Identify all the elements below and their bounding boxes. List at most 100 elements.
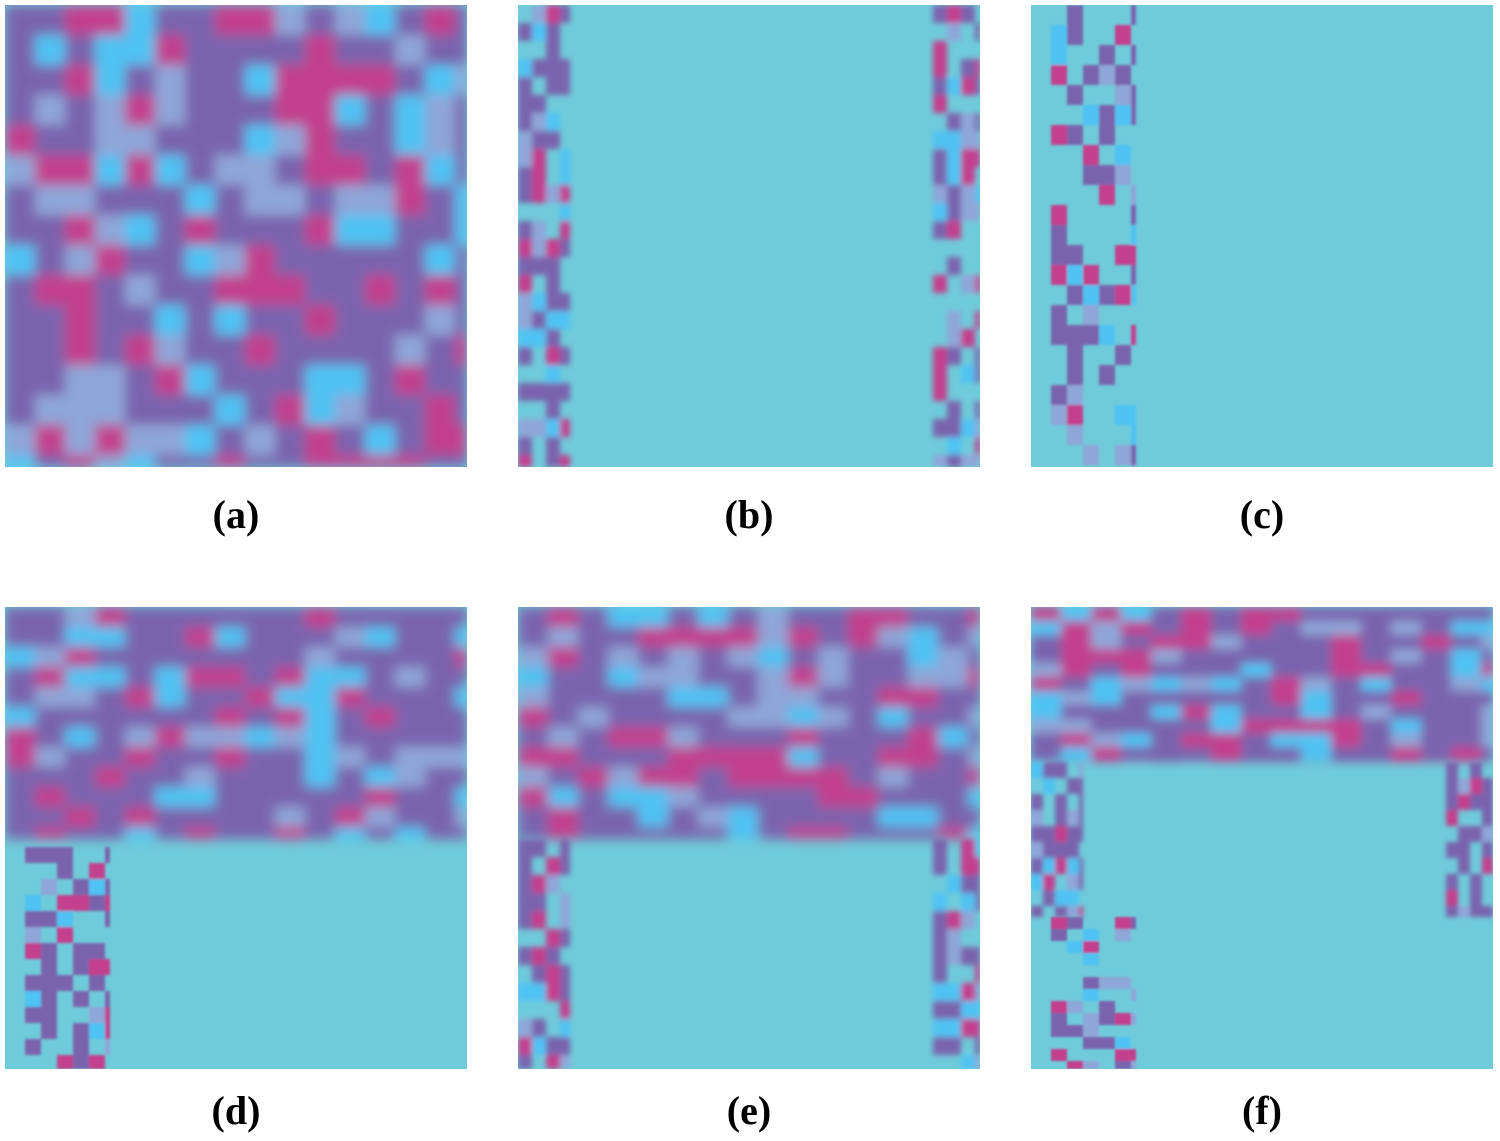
noise-cell: [335, 245, 365, 275]
noise-cell: [125, 627, 155, 647]
stripe-cell: [560, 1001, 570, 1019]
noise-cell: [395, 607, 425, 627]
stripe-cell: [1031, 762, 1043, 778]
noise-cell: [578, 707, 608, 727]
noise-cell: [878, 727, 908, 747]
noise-cell: [155, 707, 185, 727]
noise-cell: [185, 35, 215, 65]
noise-cell: [878, 807, 908, 827]
noise-cell: [395, 185, 425, 215]
noise-cell: [1301, 677, 1331, 691]
noise-cell: [95, 687, 125, 707]
noise-cell: [1091, 733, 1121, 747]
noise-cell: [245, 35, 275, 65]
stripe-cell: [1470, 906, 1482, 917]
noise-cell: [245, 155, 275, 185]
noise-cell: [5, 787, 35, 807]
noise-cell: [425, 305, 455, 335]
noise-cell: [1121, 719, 1151, 733]
noise-cell: [305, 395, 335, 425]
stripe-cell: [1482, 794, 1493, 810]
noise-cell: [1451, 733, 1481, 747]
noise-cell: [5, 95, 35, 125]
stripe-cell: [532, 1037, 546, 1055]
noise-cell: [1061, 705, 1091, 719]
stripe-cell: [975, 437, 980, 455]
stripe-cell: [975, 1055, 980, 1069]
stripe-cell: [933, 149, 947, 167]
stripe-cell: [961, 1055, 975, 1069]
noise-cell: [1241, 635, 1271, 649]
stripe-cell: [1099, 1037, 1115, 1049]
noise-cell: [5, 365, 35, 395]
stripe-cell: [1115, 445, 1131, 465]
stripe-cell: [1083, 1013, 1099, 1025]
noise-cell: [245, 455, 275, 467]
stripe-cell: [1067, 5, 1083, 25]
noise-cell: [1031, 747, 1061, 761]
stripe-cell: [41, 943, 57, 959]
stripe-cell: [947, 77, 961, 95]
stripe-cell: [1470, 778, 1482, 794]
stripe-cell: [546, 401, 560, 419]
noise-cell: [365, 747, 395, 767]
noise-cell: [578, 647, 608, 667]
noise-cell: [1481, 607, 1493, 621]
noise-cell: [95, 425, 125, 455]
noise-cell: [1151, 705, 1181, 719]
noise-cell: [245, 747, 275, 767]
noise-cell: [1481, 663, 1493, 677]
stripe-cell: [1131, 225, 1136, 245]
stripe-cell: [532, 875, 546, 893]
noise-cell: [95, 627, 125, 647]
noise-cell: [185, 607, 215, 627]
noise-cell: [788, 807, 818, 827]
noise-cell: [155, 627, 185, 647]
stripe-cell: [560, 239, 570, 257]
stripe-cell: [1067, 385, 1083, 405]
stripe-cell: [975, 203, 980, 221]
noise-cell: [1331, 747, 1361, 761]
noise-cell: [758, 747, 788, 767]
noise-cell: [1241, 719, 1271, 733]
stripe-cell: [560, 221, 570, 239]
noise-cell: [125, 687, 155, 707]
noise-cell: [608, 787, 638, 807]
stripe-cell: [961, 131, 975, 149]
noise-cell: [1271, 761, 1301, 762]
stripe-cell: [933, 221, 947, 239]
noise-cell: [608, 627, 638, 647]
stripe-cell: [532, 383, 546, 401]
noise-cell: [95, 767, 125, 787]
heatmap-d-svg: [5, 607, 467, 1069]
noise-cell: [848, 807, 878, 827]
noise-cell: [1031, 677, 1061, 691]
stripe-cell: [961, 419, 975, 437]
noise-cell: [35, 245, 65, 275]
stripe-cell: [933, 911, 947, 929]
noise-cell: [938, 627, 968, 647]
noise-cell: [1391, 747, 1421, 761]
stripe-cell: [560, 77, 570, 95]
noise-cell: [1121, 705, 1151, 719]
noise-cell: [65, 155, 95, 185]
stripe-cell: [105, 959, 110, 975]
stripe-cell: [1482, 842, 1493, 858]
noise-cell: [365, 35, 395, 65]
noise-cell: [245, 607, 275, 627]
noise-cell: [1151, 621, 1181, 635]
noise-cell: [1121, 607, 1151, 621]
stripe-cell: [1083, 285, 1099, 305]
stripe-cell: [1099, 325, 1115, 345]
noise-cell: [65, 5, 95, 35]
stripe-cell: [975, 455, 980, 467]
noise-cell: [908, 707, 938, 727]
noise-cell: [1271, 691, 1301, 705]
stripe-cell: [518, 875, 532, 893]
noise-cell: [185, 827, 215, 839]
noise-cell: [215, 687, 245, 707]
noise-cell: [305, 827, 335, 839]
noise-cell: [968, 627, 980, 647]
stripe-cell: [1067, 778, 1079, 794]
noise-cell: [275, 305, 305, 335]
